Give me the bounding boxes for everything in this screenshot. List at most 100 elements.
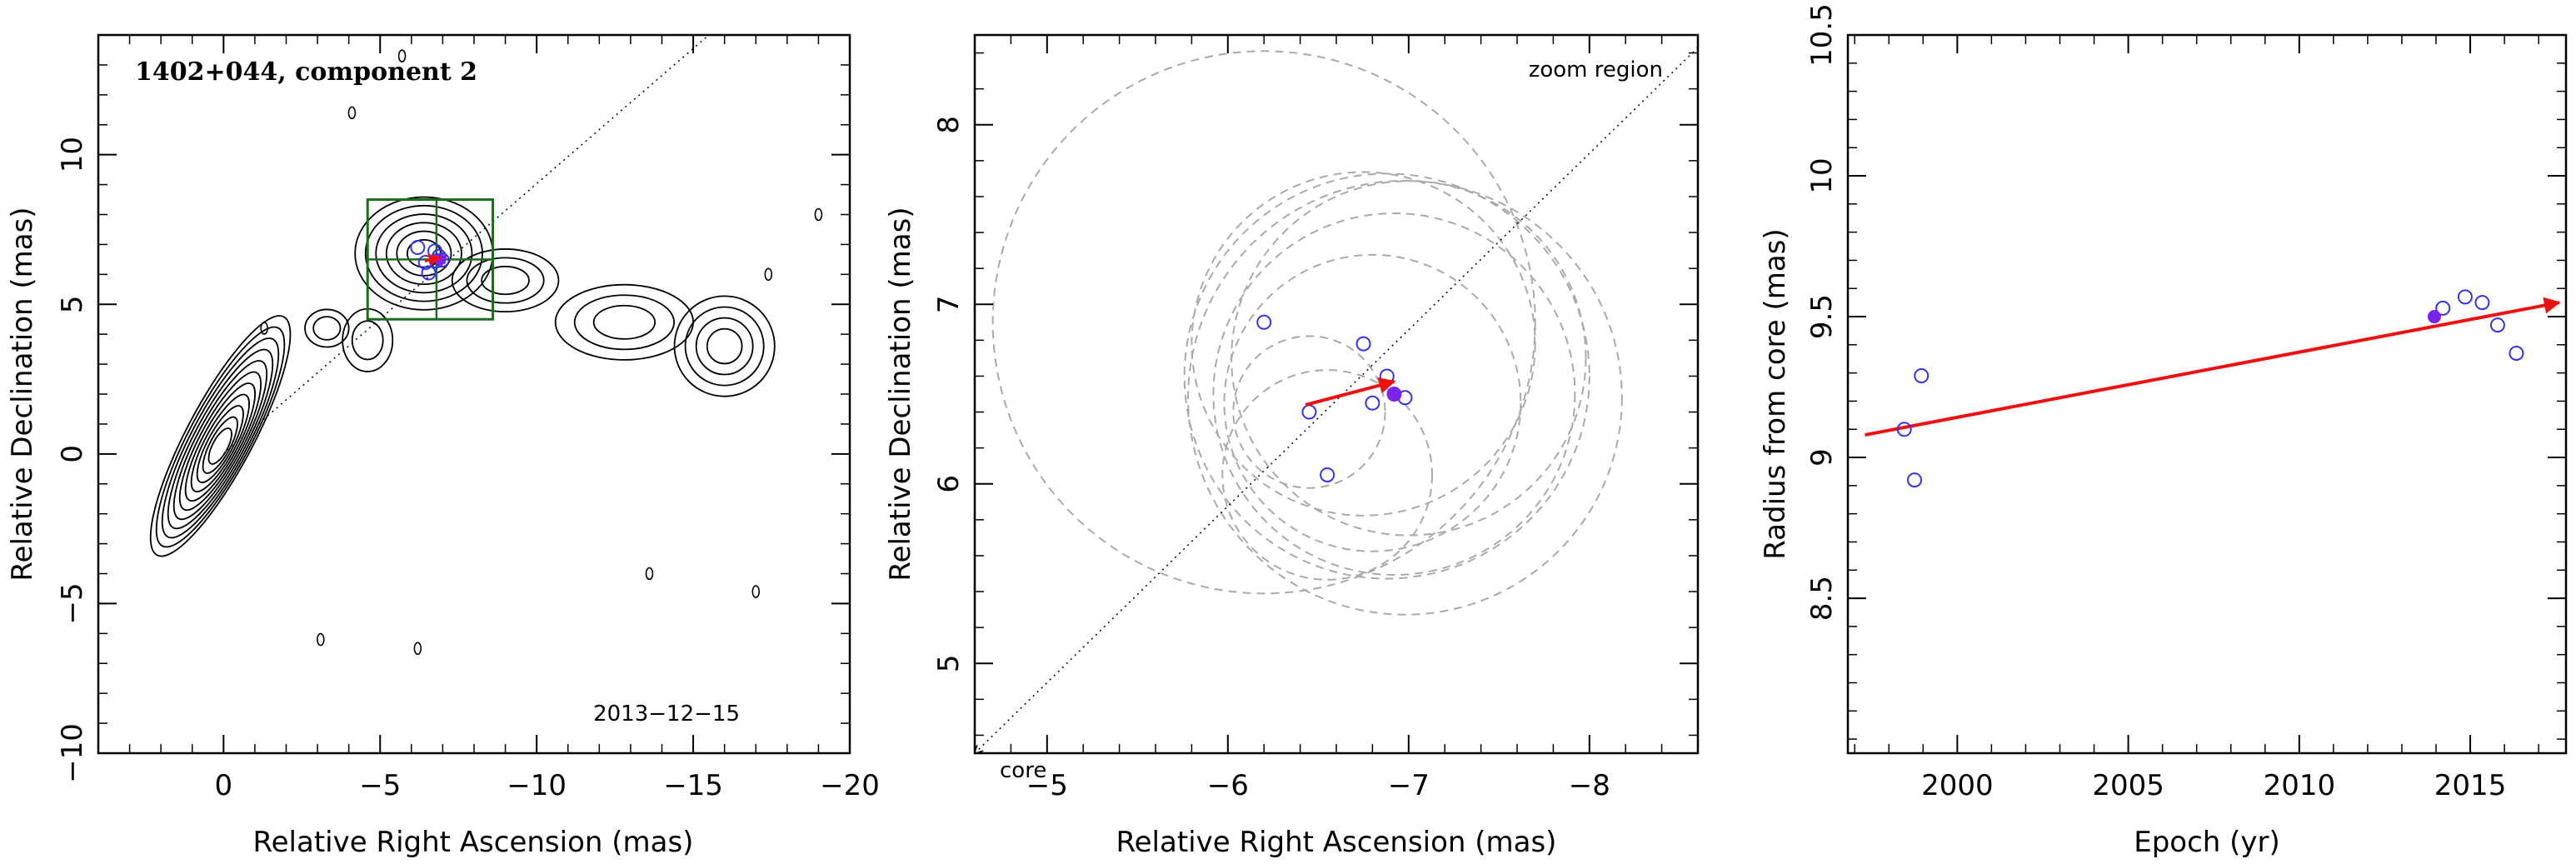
x-tick-label: 2010	[2264, 769, 2336, 802]
fit-arrow	[1865, 297, 2561, 437]
jet-contour	[312, 316, 342, 341]
core-contour	[167, 348, 274, 530]
jet-contour	[706, 327, 743, 365]
y-tick-label: 10	[56, 137, 89, 172]
y-tick-label: 8	[932, 116, 966, 134]
epoch-point	[1907, 472, 1923, 488]
uncertainty-circle	[1212, 212, 1576, 576]
core-contour	[155, 326, 286, 548]
x-tick-label: −10	[507, 769, 567, 802]
x-tick-label: −8	[1569, 769, 1610, 802]
contour-panel-axes: 0 −5 −10 −15 −20 −10 −5 0 5 10	[56, 34, 880, 802]
y-tick-label: 10.5	[1805, 3, 1839, 67]
jet-contour	[481, 265, 530, 296]
core-contour	[196, 405, 244, 483]
radius-panel: 2000 2005 2010 2015 8.5 9 9.5 10 10.5 Epoch (yr)…	[1759, 3, 2568, 859]
radius-panel-ylabel: Radius from core (mas)	[1759, 228, 1792, 559]
jet-contour	[592, 304, 656, 340]
contour-panel-xlabel: Relative Right Ascension (mas)	[253, 826, 694, 859]
jet-contour	[396, 230, 452, 277]
x-tick-label: −6	[1207, 769, 1249, 802]
component-point	[1320, 467, 1335, 482]
zoom-panel-xlabel: Relative Right Ascension (mas)	[1116, 826, 1557, 859]
zoom-panel-ylabel: Relative Declination (mas)	[884, 207, 917, 581]
component-point	[1355, 336, 1371, 352]
y-tick-label: 5	[932, 654, 966, 672]
y-tick-label: −10	[56, 723, 89, 783]
x-tick-label: 2000	[1921, 769, 1994, 802]
uncertainty-circle	[1187, 179, 1623, 616]
noise-contour	[751, 585, 761, 598]
component-point	[1365, 395, 1380, 411]
x-tick-label: 0	[215, 769, 233, 802]
jet-contour	[451, 248, 560, 312]
x-tick-label: 2015	[2434, 769, 2507, 802]
velocity-arrow	[424, 253, 442, 267]
x-tick-label: −7	[1388, 769, 1430, 802]
direction-line	[222, 35, 710, 455]
epoch-point	[2457, 289, 2473, 305]
component-point	[1301, 404, 1317, 420]
y-tick-label: 6	[932, 475, 966, 493]
zoom-panel-axes: −5 −6 −7 −8 5 6 7 8	[932, 35, 1698, 802]
epoch-point	[2435, 300, 2451, 316]
epoch-point	[2509, 345, 2524, 361]
zoom-panel-marks	[975, 47, 1698, 753]
jet-contour	[375, 213, 473, 294]
jet-contour	[304, 308, 350, 348]
x-tick-label: −5	[359, 769, 401, 802]
core-contour	[149, 315, 292, 557]
uncertainty-circle	[1223, 253, 1522, 552]
noise-contour	[347, 106, 357, 120]
core-contour	[178, 371, 262, 512]
radius-panel-marks	[1865, 289, 2561, 488]
contour-map	[149, 49, 823, 656]
uncertainty-circle	[1221, 369, 1434, 581]
noise-contour	[397, 49, 407, 62]
core-contour	[172, 360, 268, 521]
date-annotation: 2013−12−15	[593, 702, 740, 727]
epoch-point	[1914, 368, 1930, 384]
uncertainty-circle	[1232, 335, 1386, 489]
x-tick-label: −5	[1026, 769, 1068, 802]
contour-panel: 0 −5 −10 −15 −20 −10 −5 0 5 10 1402+044, componen…	[6, 33, 880, 859]
y-tick-label: 8.5	[1805, 576, 1839, 621]
uncertainty-circle	[1231, 180, 1587, 537]
velocity-arrow	[1305, 377, 1396, 407]
y-tick-label: 7	[932, 295, 966, 313]
jet-contour	[554, 283, 694, 361]
jet-contour	[351, 320, 384, 361]
core-direction-line	[975, 47, 1698, 753]
noise-contour	[317, 632, 325, 647]
zoom-panel: −5 −6 −7 −8 5 6 7 8 zoom region core Relative R…	[884, 33, 1700, 859]
noise-contour	[260, 322, 268, 335]
jet-contour	[695, 317, 754, 376]
core-contour	[161, 337, 280, 539]
epoch-point	[2489, 317, 2505, 333]
y-tick-label: 5	[56, 295, 89, 313]
noise-contour	[764, 267, 773, 282]
epoch-point	[2474, 295, 2490, 311]
jet-contour	[684, 306, 765, 387]
highlight-point	[1386, 387, 1402, 402]
y-tick-label: 0	[56, 445, 89, 463]
component-point	[421, 265, 437, 281]
component-point	[1256, 314, 1272, 330]
noise-contour	[413, 642, 422, 656]
highlight-point	[2427, 310, 2441, 324]
jet-contour	[466, 257, 545, 304]
y-tick-label: 9	[1805, 448, 1839, 467]
epoch-point	[1896, 422, 1912, 437]
core-label: core	[1000, 758, 1046, 783]
component-point	[410, 240, 426, 256]
jet-contour	[385, 222, 462, 285]
noise-contour	[645, 567, 654, 581]
radius-panel-axes: 2000 2005 2010 2015 8.5 9 9.5 10 10.5	[1805, 3, 2566, 802]
radius-panel-frame	[1846, 33, 2568, 755]
core-contour	[207, 427, 232, 465]
x-tick-label: −15	[663, 769, 723, 802]
jet-contour	[364, 204, 483, 302]
contour-panel-ylabel: Relative Declination (mas)	[6, 207, 39, 581]
y-tick-label: 10	[1805, 157, 1839, 193]
